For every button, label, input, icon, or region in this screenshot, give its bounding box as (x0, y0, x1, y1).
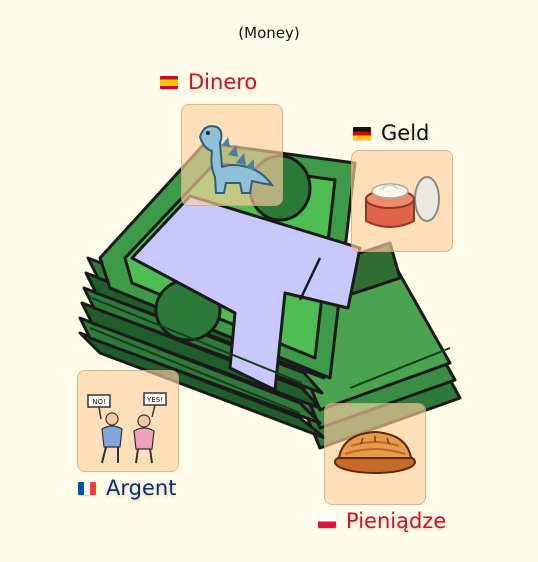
pie-icon (334, 430, 416, 474)
germany-flag-icon (353, 126, 371, 140)
page-title: (Money) (238, 24, 300, 42)
money-stack-illustration (78, 141, 462, 450)
polish-word: Pieniądze (346, 509, 447, 533)
poland-flag-icon (318, 514, 336, 528)
spain-flag-icon (160, 75, 178, 89)
polish-label: Pieniądze (318, 509, 446, 533)
german-label: Geld (353, 121, 429, 145)
cream-jar-card (351, 150, 453, 252)
dinosaur-icon (198, 125, 275, 194)
arguing-people-card: NO! YES! (77, 370, 179, 472)
dinosaur-card (181, 104, 283, 206)
no-sign-text: NO! (92, 398, 106, 406)
arguing-people-icon: NO! YES! (87, 392, 167, 464)
pie-card (324, 403, 426, 505)
spanish-word: Dinero (188, 70, 258, 94)
french-label: Argent (78, 476, 176, 500)
yes-sign-text: YES! (146, 396, 163, 404)
france-flag-icon (78, 481, 96, 495)
french-word: Argent (106, 476, 177, 500)
german-word: Geld (381, 121, 430, 145)
cream-jar-icon (365, 176, 440, 228)
spanish-label: Dinero (160, 70, 257, 94)
